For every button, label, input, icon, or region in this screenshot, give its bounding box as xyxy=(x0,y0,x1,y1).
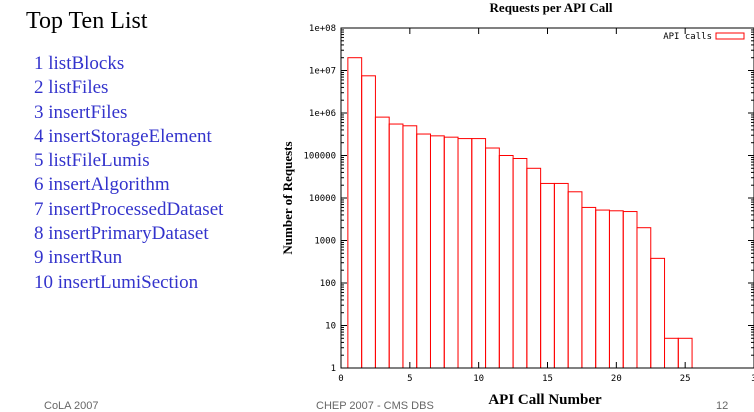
x-tick-label: 15 xyxy=(542,374,553,384)
x-tick-label: 10 xyxy=(473,374,484,384)
bar xyxy=(388,123,404,369)
y-tick-label: 1e+08 xyxy=(309,24,336,34)
list-item: 4 insertStorageElement xyxy=(34,125,212,147)
bar xyxy=(429,135,445,369)
bar xyxy=(553,182,569,369)
bar xyxy=(471,138,487,369)
y-tick-label: 10000 xyxy=(309,194,336,204)
bar xyxy=(361,75,376,369)
x-tick-label: 20 xyxy=(611,374,622,384)
list-item: 5 listFileLumis xyxy=(34,150,150,172)
list-title: Top Ten List xyxy=(26,8,148,34)
list-item: 2 listFiles xyxy=(34,77,109,99)
bar xyxy=(526,167,542,369)
list-item: 10 insertLumiSection xyxy=(34,271,199,293)
x-tick-label: 25 xyxy=(680,374,691,384)
list-item: 9 insertRun xyxy=(34,247,123,269)
bar xyxy=(567,191,583,369)
x-tick-label: 5 xyxy=(407,374,412,384)
footer-left: CoLA 2007 xyxy=(44,400,99,412)
legend-swatch xyxy=(715,32,745,40)
bar xyxy=(608,210,624,369)
y-tick-label: 100 xyxy=(320,279,336,289)
list-item: 6 insertAlgorithm xyxy=(34,174,170,196)
bar xyxy=(485,147,500,369)
y-tick-label: 1 xyxy=(331,364,336,374)
list-item: 3 insertFiles xyxy=(34,101,128,123)
bar xyxy=(595,209,610,369)
y-tick-label: 10 xyxy=(325,322,336,332)
y-tick-label: 1e+06 xyxy=(309,109,336,119)
x-tick-label: 0 xyxy=(338,374,343,384)
bar xyxy=(512,157,528,369)
x-tick-label: 3 xyxy=(751,374,754,384)
bar xyxy=(402,125,418,369)
bar xyxy=(581,206,597,369)
ticks-layer: 1 10 100 1000 10000 100000 1e+06 1e+07 1e+08 0 5 10… xyxy=(303,24,754,384)
bar xyxy=(498,155,514,369)
bar xyxy=(540,182,555,369)
chart-title: Requests per API Call xyxy=(490,0,613,15)
bars-layer xyxy=(347,57,693,369)
bar xyxy=(416,133,432,369)
bar xyxy=(622,211,638,369)
footer-center: CHEP 2007 - CMS DBS xyxy=(316,400,434,412)
bar xyxy=(457,138,473,369)
bar xyxy=(443,136,459,369)
bar xyxy=(347,57,363,369)
legend-label: API calls xyxy=(663,32,712,42)
y-axis-label: Number of Requests xyxy=(280,141,295,254)
chart-legend: API calls xyxy=(663,32,745,42)
bar xyxy=(664,337,679,369)
y-tick-label: 100000 xyxy=(303,152,336,162)
y-tick-label: 1e+07 xyxy=(309,67,336,77)
top-ten-list: 1 listBlocks 2 listFiles 3 insertFiles 4 in… xyxy=(34,52,223,295)
footer-right: 12 xyxy=(716,400,729,412)
y-tick-label: 1000 xyxy=(314,237,336,247)
list-item: 8 insertPrimaryDataset xyxy=(34,223,209,245)
x-axis-label: API Call Number xyxy=(488,392,602,408)
list-item: 7 insertProcessedDataset xyxy=(34,198,224,220)
bar xyxy=(650,257,666,369)
bar xyxy=(374,116,390,369)
bar xyxy=(636,227,652,369)
list-item: 1 listBlocks xyxy=(34,53,125,74)
